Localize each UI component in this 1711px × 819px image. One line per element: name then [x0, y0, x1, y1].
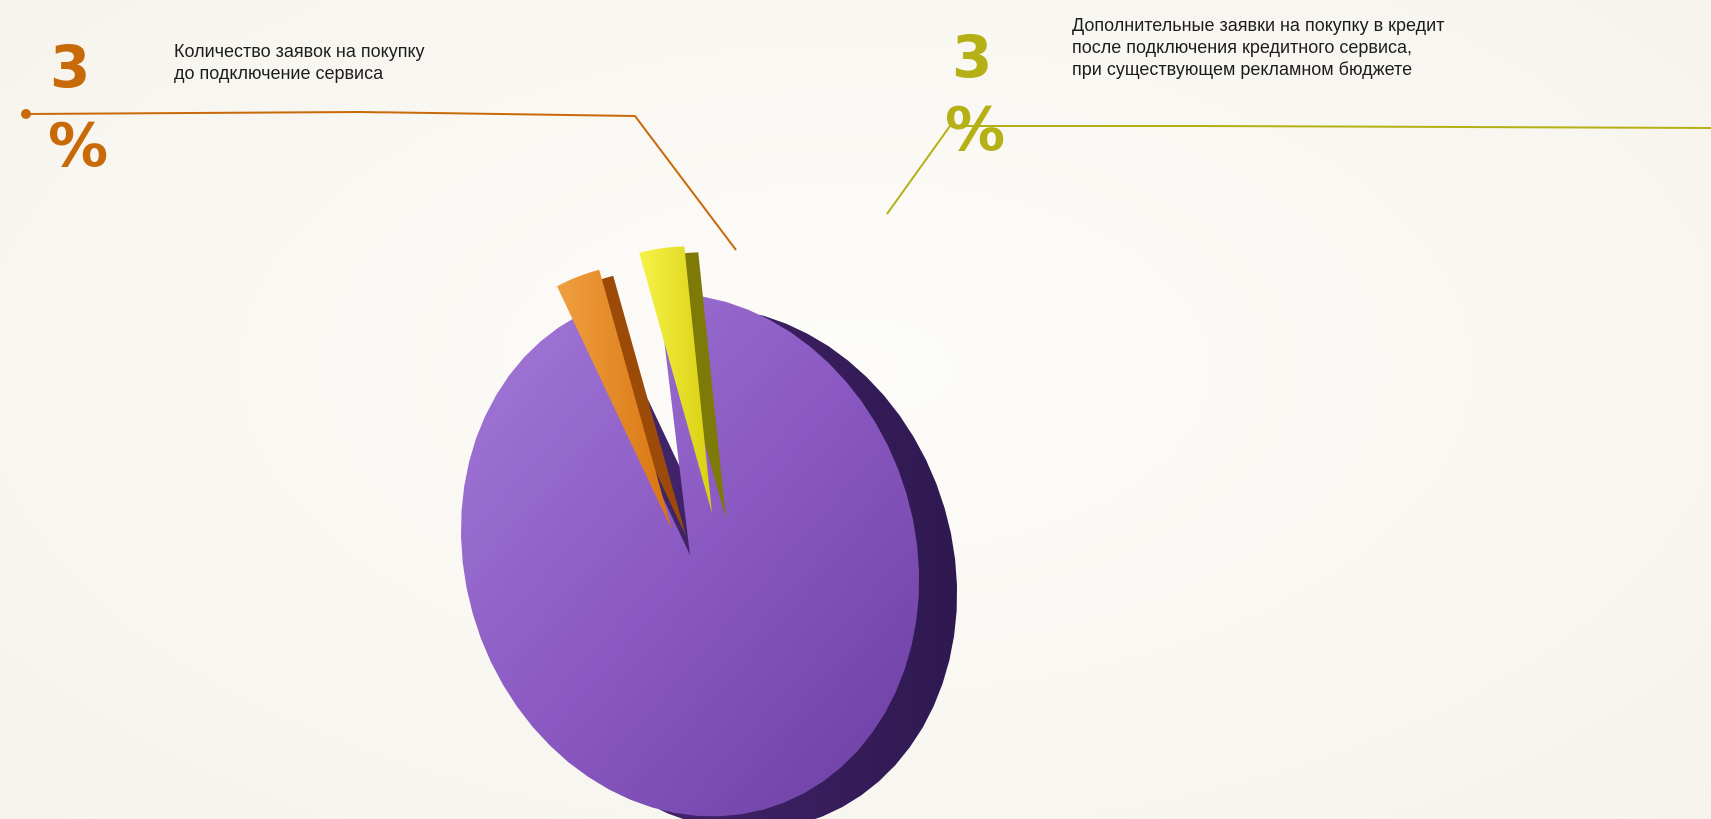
right-annotation-label: Дополнительные заявки на покупку в креди…	[1072, 14, 1444, 80]
left-percent-value: 3	[50, 33, 91, 101]
pie-slice-main	[461, 293, 919, 817]
leader-line-left	[25, 110, 737, 251]
right-percent-sign: %	[945, 95, 1006, 165]
left-label-line-2: до подключение сервиса	[174, 63, 384, 83]
right-percent-value: 3	[952, 23, 993, 91]
right-label-line-2: после подключения кредитного сервиса,	[1072, 37, 1413, 57]
left-annotation-label: Количество заявок на покупку до подключе…	[174, 40, 425, 84]
left-percent-sign: %	[48, 111, 109, 181]
right-label-line-3: при существующем рекламном бюджете	[1072, 59, 1413, 79]
left-label-line-1: Количество заявок на покупку	[174, 41, 425, 61]
right-label-line-1: Дополнительные заявки на покупку в креди…	[1072, 15, 1445, 35]
leader-line-right	[886, 125, 1711, 215]
pie-slice-2	[639, 246, 712, 513]
pie-slice-1	[557, 269, 672, 530]
leader-dot-left	[21, 109, 31, 119]
